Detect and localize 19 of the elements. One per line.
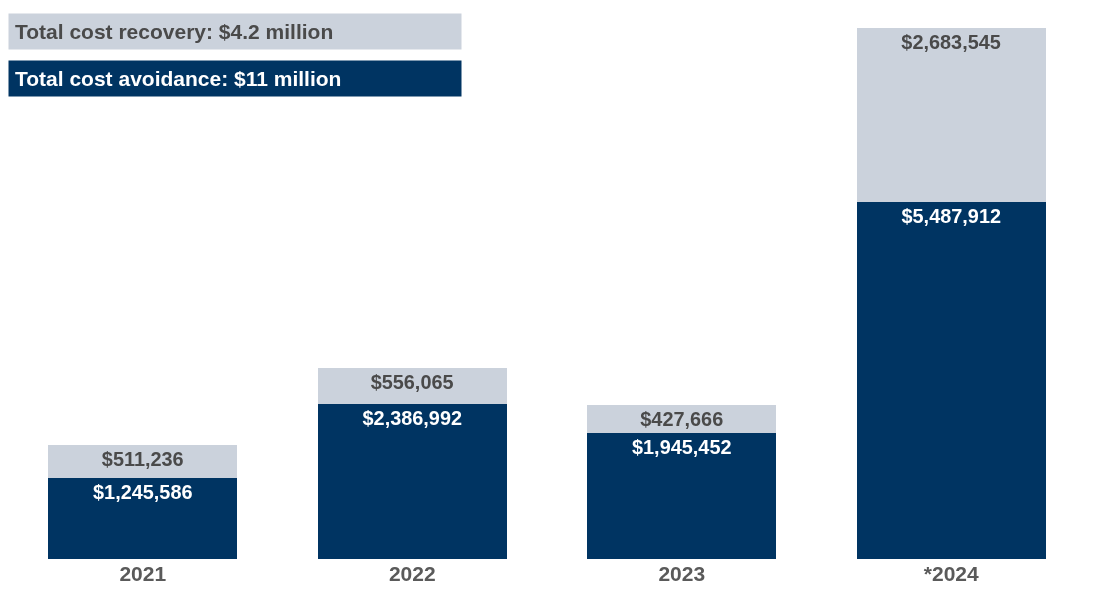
bar — [856, 202, 1046, 559]
bar — [856, 28, 1046, 203]
data-label: $511,236 — [101, 447, 184, 470]
data-label: $2,386,992 — [362, 406, 462, 429]
x-tick-label: 2023 — [658, 562, 706, 585]
data-label: $556,065 — [370, 370, 454, 393]
text: Total cost avoidance: $11 million — [15, 67, 342, 90]
x-tick-label: 2022 — [388, 562, 436, 585]
text: Total cost recovery: $4.2 million — [15, 20, 334, 43]
bar — [48, 478, 238, 559]
data-label: $2,683,545 — [901, 31, 1001, 53]
bar — [587, 432, 777, 559]
data-label: $427,666 — [640, 407, 724, 430]
data-label: $1,245,586 — [93, 481, 193, 504]
data-label: $1,945,452 — [632, 435, 732, 458]
x-tick-label: 2021 — [119, 562, 167, 585]
data-label: $5,487,912 — [901, 205, 1001, 228]
bar — [317, 403, 507, 559]
x-tick-label: *2024 — [923, 562, 980, 585]
